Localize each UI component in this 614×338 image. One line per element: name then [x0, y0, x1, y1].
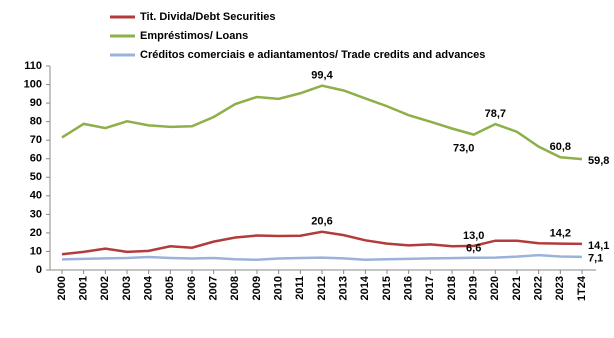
- x-tick-label: 1T24: [576, 275, 588, 301]
- x-tick-label: 2023: [554, 276, 566, 300]
- y-tick-label: 40: [30, 190, 42, 202]
- data-label: 99,4: [311, 70, 333, 82]
- legend-label: Créditos comerciais e adiantamentos/ Tra…: [140, 49, 485, 61]
- x-tick-label: 2017: [424, 276, 436, 300]
- x-tick-label: 2000: [56, 276, 68, 300]
- data-label: 14,2: [550, 228, 571, 240]
- x-tick-label: 2020: [489, 276, 501, 300]
- x-tick-label: 2018: [446, 276, 458, 300]
- data-label: 78,7: [485, 108, 506, 120]
- x-tick-label: 2008: [229, 276, 241, 300]
- x-tick-label: 2002: [99, 276, 111, 300]
- y-tick-label: 110: [24, 60, 42, 72]
- y-tick-label: 10: [30, 245, 42, 257]
- data-label: 59,8: [588, 155, 609, 167]
- data-label: 73,0: [453, 143, 474, 155]
- series-line: [61, 253, 583, 262]
- x-tick-label: 2001: [78, 276, 90, 300]
- x-tick-label: 2015: [381, 276, 393, 300]
- y-tick-label: 70: [30, 134, 42, 146]
- x-tick-label: 2009: [251, 276, 263, 300]
- x-tick-label: 2006: [186, 276, 198, 300]
- y-tick-label: 90: [30, 97, 42, 109]
- y-tick-label: 50: [30, 171, 42, 183]
- x-tick-label: 2012: [316, 276, 328, 300]
- series-line: [61, 230, 583, 256]
- x-tick-label: 2003: [121, 276, 133, 300]
- data-label: 6,6: [466, 243, 481, 255]
- y-tick-label: 60: [30, 153, 42, 165]
- x-tick-label: 2016: [403, 276, 415, 300]
- legend-label: Empréstimos/ Loans: [140, 30, 248, 42]
- x-tick-label: 2013: [338, 276, 350, 300]
- series-line: [61, 84, 583, 161]
- x-tick-label: 2005: [164, 276, 176, 300]
- data-label: 13,0: [463, 230, 484, 242]
- y-tick-label: 80: [30, 116, 42, 128]
- x-tick-label: 2014: [359, 275, 371, 300]
- x-tick-label: 2021: [511, 276, 523, 300]
- x-tick-label: 2022: [533, 276, 545, 300]
- x-tick-label: 2010: [273, 276, 285, 300]
- data-label: 60,8: [550, 141, 571, 153]
- data-label: 20,6: [311, 216, 332, 228]
- legend-label: Tit. Divida/Debt Securities: [140, 11, 276, 23]
- y-tick-label: 100: [24, 78, 42, 90]
- y-tick-label: 20: [30, 227, 42, 239]
- data-label: 7,1: [588, 253, 603, 265]
- x-tick-label: 2007: [208, 276, 220, 300]
- data-label: 14,1: [588, 240, 609, 252]
- x-tick-label: 2019: [468, 276, 480, 300]
- x-tick-label: 2011: [294, 276, 306, 300]
- y-tick-label: 0: [36, 264, 42, 276]
- x-tick-label: 2004: [143, 275, 155, 300]
- y-tick-label: 30: [30, 208, 42, 220]
